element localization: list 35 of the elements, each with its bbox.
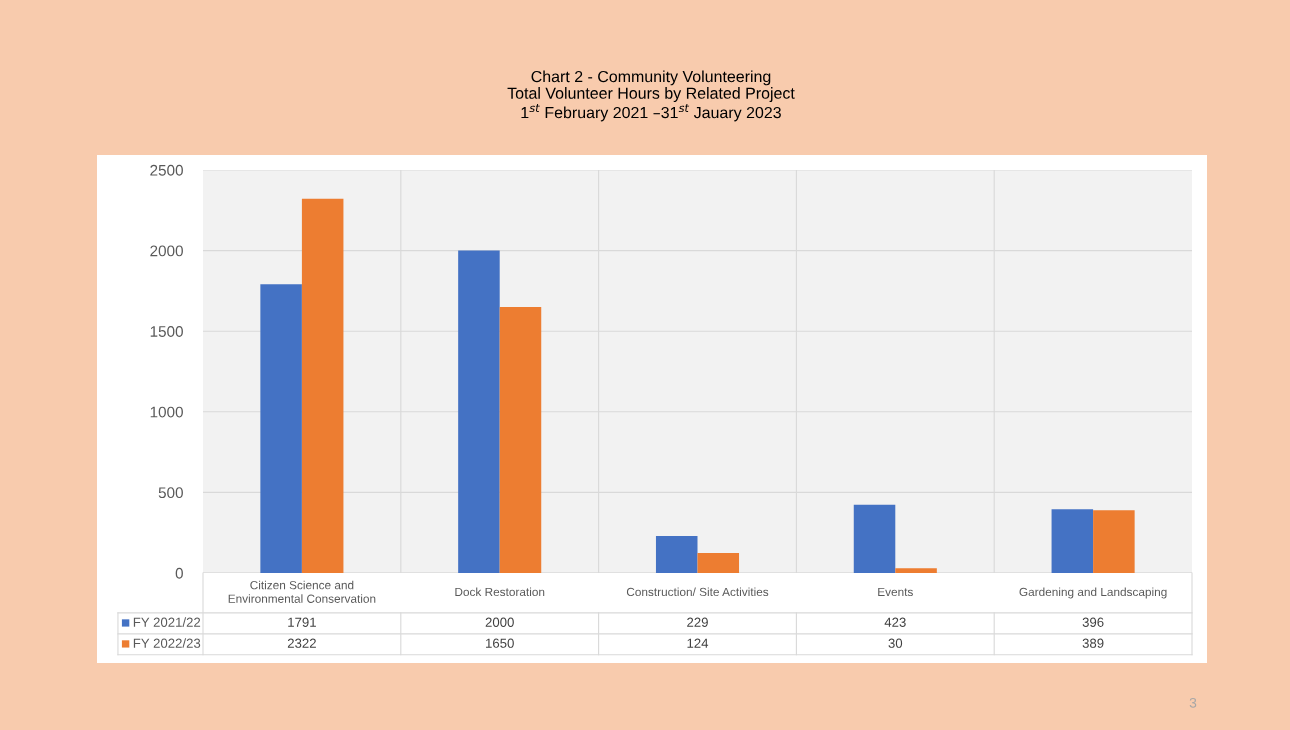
bar	[301, 198, 344, 573]
bar	[895, 568, 937, 573]
legend-label: FY 2022/23	[133, 638, 201, 648]
data-label: 229	[687, 617, 708, 627]
x-tick-label: Dock Restoration	[455, 587, 545, 597]
data-label: 124	[687, 638, 709, 648]
y-tick-label: 2500	[150, 164, 183, 176]
bar	[458, 250, 500, 573]
bar	[499, 307, 542, 573]
y-tick-label: 0	[175, 567, 183, 579]
y-tick-label: 1500	[150, 326, 183, 337]
bar	[853, 504, 896, 573]
data-label: 396	[1082, 617, 1104, 627]
legend-label: FY 2021/22	[133, 617, 201, 627]
x-tick-label: Citizen Science and Environmental Conservation	[228, 580, 376, 603]
data-label: 2000	[485, 617, 514, 627]
x-tick-label: Construction/ Site Activities	[626, 587, 769, 597]
x-tick-label: Events	[878, 587, 913, 597]
y-tick-label: 500	[158, 487, 183, 499]
data-label: 2322	[287, 638, 316, 648]
text: 3	[1189, 697, 1197, 708]
chart-title: Chart 2 - Community Volunteering Total Volunteer Hours by Related Project 1$^{st}$ February 2021 –31$^{st}$ Jauary 2023	[507, 70, 795, 122]
bar	[655, 536, 698, 573]
data-label: 389	[1082, 638, 1104, 648]
data-label: 30	[888, 638, 903, 648]
data-label: 423	[884, 617, 906, 627]
bar	[1051, 509, 1094, 573]
y-tick-label: 2000	[150, 245, 183, 257]
data-label: 1650	[486, 638, 514, 648]
x-tick-label: Gardening and Landscaping	[1019, 587, 1167, 599]
bar	[260, 284, 302, 573]
bar	[1093, 510, 1135, 573]
data-label: 1791	[288, 617, 316, 627]
y-tick-label: 1000	[150, 406, 183, 418]
bar	[697, 553, 740, 573]
